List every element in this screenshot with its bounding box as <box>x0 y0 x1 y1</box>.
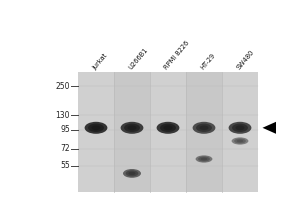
Bar <box>150 72 186 192</box>
Text: U266B1: U266B1 <box>128 47 149 71</box>
Text: 130: 130 <box>56 111 70 120</box>
Bar <box>78 72 114 192</box>
Text: Jurkat: Jurkat <box>92 52 108 71</box>
Ellipse shape <box>236 125 244 130</box>
Ellipse shape <box>128 125 136 130</box>
Ellipse shape <box>121 122 143 134</box>
Text: 55: 55 <box>60 161 70 170</box>
Text: 95: 95 <box>60 125 70 134</box>
Ellipse shape <box>198 156 210 162</box>
Ellipse shape <box>229 122 251 134</box>
Ellipse shape <box>193 122 215 134</box>
Ellipse shape <box>157 122 179 134</box>
Ellipse shape <box>232 124 248 132</box>
Ellipse shape <box>123 169 141 178</box>
Ellipse shape <box>234 138 246 144</box>
Ellipse shape <box>232 137 248 145</box>
Ellipse shape <box>92 125 100 130</box>
Text: 250: 250 <box>56 82 70 91</box>
Ellipse shape <box>201 158 207 160</box>
Ellipse shape <box>128 172 136 175</box>
Ellipse shape <box>164 125 172 130</box>
Ellipse shape <box>237 140 243 142</box>
Ellipse shape <box>160 124 176 132</box>
Bar <box>114 72 150 192</box>
Bar <box>186 72 222 192</box>
Ellipse shape <box>88 124 104 132</box>
Ellipse shape <box>196 155 212 163</box>
Ellipse shape <box>126 170 138 176</box>
Polygon shape <box>262 122 276 134</box>
Ellipse shape <box>200 125 208 130</box>
Ellipse shape <box>124 124 140 132</box>
Bar <box>78 72 258 192</box>
Text: 72: 72 <box>60 144 70 153</box>
Text: SW480: SW480 <box>236 49 255 71</box>
Text: RPMI 8226: RPMI 8226 <box>164 40 191 71</box>
Bar <box>222 72 258 192</box>
Ellipse shape <box>196 124 212 132</box>
Text: HT-29: HT-29 <box>200 52 216 71</box>
Ellipse shape <box>85 122 107 134</box>
